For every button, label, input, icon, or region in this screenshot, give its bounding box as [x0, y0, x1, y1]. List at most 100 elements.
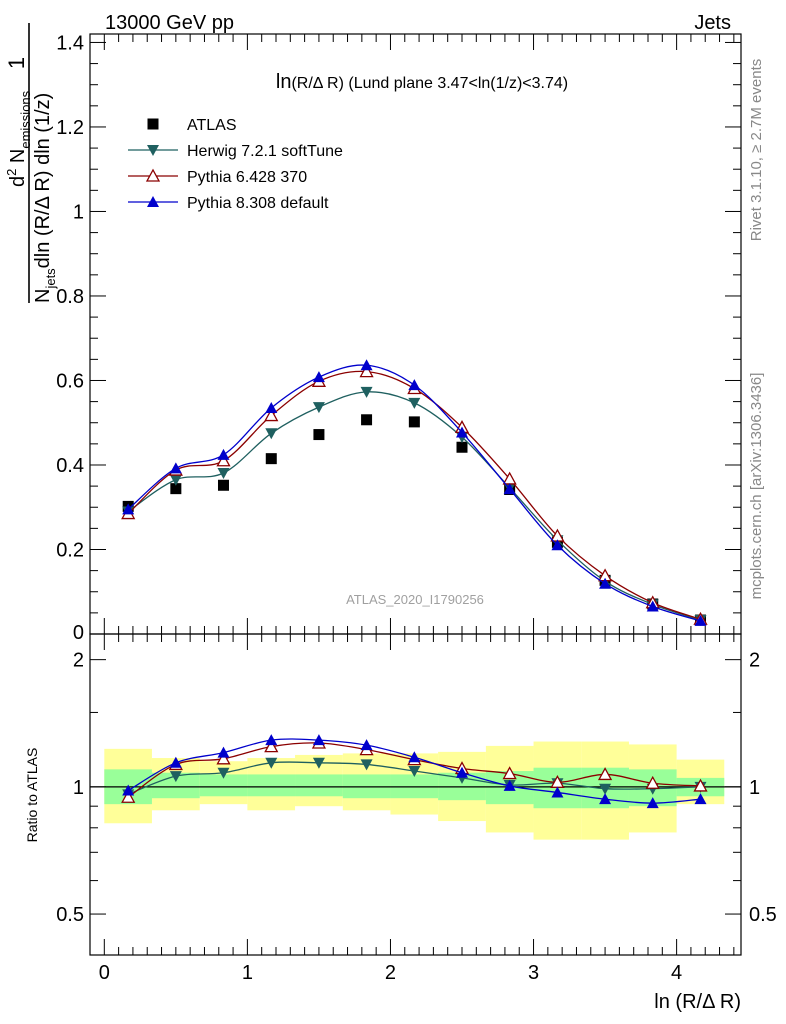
main-y-axis-label: 1 Njetsdln (R/Δ R) dln (1/z) d2 Nemissio…: [4, 23, 58, 303]
ylabel-numerator-one: 1: [4, 57, 29, 69]
ratio-point-pythia-6-428-370-11: [645, 775, 660, 789]
legend-marker-pythia-6-428-370: [145, 168, 161, 182]
series-pythia-8-308-default: [122, 359, 707, 626]
point-pythia-8-308-default-5: [360, 359, 373, 371]
x-tick-label-0: 0: [99, 962, 110, 984]
main-ytick-zero-label: 0: [73, 622, 84, 644]
point-pythia-8-308-default-11: [646, 600, 659, 612]
main-ytick-label-6: 1.4: [56, 32, 84, 54]
ratio-point-pythia-6-428-370-2: [216, 751, 231, 765]
ylabel-numerator: d2 Nemissions: [4, 90, 33, 187]
ratio-point-pythia-6-428-370-10: [597, 767, 613, 781]
ratio-point-herwig-7-2-1-softtune-10: [599, 783, 612, 795]
ratio-point-pythia-8-308-default-6: [408, 751, 421, 763]
ratio-point-pythia-8-308-default-8: [503, 779, 516, 791]
point-pythia-8-308-default-8: [503, 483, 516, 495]
legend-label-atlas: ATLAS: [187, 117, 237, 134]
point-pythia-8-308-default-10: [599, 577, 612, 589]
mcplots-label: mcplots.cern.ch [arXiv:1306.3436]: [748, 373, 765, 600]
main-title: ln(R/Δ R) (Lund plane 3.47<ln(1/z)<3.74): [276, 71, 568, 93]
ratio-ytick-label-right-1: 1: [749, 777, 760, 799]
ratio-point-herwig-7-2-1-softtune-5: [360, 759, 373, 771]
ratio-axes: 0.5 0.5 1 1 2 2 0 1 2 3 4: [56, 633, 777, 984]
point-atlas-1: [170, 483, 182, 495]
ratio-point-pythia-8-308-default-2: [217, 746, 230, 758]
legend-item-pythia-8-308-default: Pythia 8.308 default: [128, 195, 329, 212]
ratio-point-pythia-6-428-370-8: [502, 766, 517, 780]
ratio-point-pythia-8-308-default-7: [456, 766, 468, 778]
ratio-ytick-label-2: 2: [73, 650, 84, 672]
main-ytick-label-1: 0.4: [56, 455, 84, 477]
main-series-group: [121, 359, 708, 627]
ratio-ytick-label-0: 0.5: [56, 904, 84, 926]
ratio-point-herwig-7-2-1-softtune-3: [265, 757, 278, 769]
main-ytick-label-4: 1: [73, 201, 84, 223]
ratio-point-herwig-7-2-1-softtune-2: [217, 767, 230, 779]
legend-marker-atlas: [147, 118, 159, 130]
main-ytick-label-5: 1.2: [56, 117, 84, 139]
ratio-point-herwig-7-2-1-softtune-6: [408, 766, 421, 778]
ratio-point-pythia-8-308-default-9: [551, 786, 564, 798]
ratio-ytick-label-right-2: 2: [749, 650, 760, 672]
point-herwig-7-2-1-softtune-5: [360, 386, 373, 398]
point-herwig-7-2-1-softtune-1: [169, 474, 182, 486]
point-atlas-7: [456, 441, 468, 453]
ratio-ytick-label-right-0: 0.5: [749, 904, 777, 926]
point-atlas-6: [408, 416, 420, 428]
legend-label-pythia-6-428-370: Pythia 6.428 370: [187, 169, 307, 186]
point-herwig-7-2-1-softtune-6: [408, 397, 421, 409]
ratio-point-pythia-6-428-370-3: [264, 739, 279, 753]
ratio-ytick-label-1: 1: [73, 777, 84, 799]
x-axis-label: ln (R/Δ R): [654, 991, 741, 1013]
x-tick-label-2: 2: [385, 962, 396, 984]
ratio-point-pythia-8-308-default-10: [599, 793, 612, 805]
legend-marker-pythia-8-308-default: [147, 196, 159, 207]
ratio-point-pythia-8-308-default-11: [646, 797, 659, 809]
ratio-y-axis-label: Ratio to ATLAS: [24, 748, 40, 843]
point-pythia-8-308-default-7: [456, 426, 468, 438]
point-pythia-8-308-default-3: [265, 401, 278, 413]
main-ytick-label-3: 0.8: [56, 286, 84, 308]
point-atlas-3: [265, 453, 277, 465]
point-pythia-8-308-default-2: [217, 448, 230, 460]
band-inner-2: [199, 774, 248, 797]
ratio-point-pythia-8-308-default-4: [312, 734, 325, 746]
legend-label-herwig-7-2-1-softtune: Herwig 7.2.1 softTune: [187, 143, 343, 160]
band-inner-4: [295, 774, 343, 797]
point-pythia-8-308-default-9: [551, 539, 564, 551]
point-herwig-7-2-1-softtune-4: [312, 402, 325, 414]
main-ytick-label-2: 0.6: [56, 370, 84, 392]
ratio-point-pythia-8-308-default-5: [360, 739, 373, 751]
legend-marker-herwig-7-2-1-softtune: [147, 145, 159, 156]
point-herwig-7-2-1-softtune-2: [217, 468, 230, 480]
point-atlas-5: [361, 414, 373, 426]
point-pythia-8-308-default-0: [122, 503, 135, 515]
header-left: 13000 GeV pp: [105, 12, 234, 34]
rivet-label: Rivet 3.1.10, ≥ 2.7M events: [748, 59, 765, 242]
ratio-point-pythia-6-428-370-12: [693, 778, 708, 792]
legend-item-herwig-7-2-1-softtune: Herwig 7.2.1 softTune: [128, 143, 343, 160]
ratio-point-pythia-8-308-default-12: [694, 793, 707, 805]
legend-label-pythia-8-308-default: Pythia 8.308 default: [187, 195, 329, 212]
x-tick-label-3: 3: [528, 962, 539, 984]
point-pythia-8-308-default-12: [694, 614, 707, 626]
point-atlas-4: [313, 429, 325, 441]
point-pythia-8-308-default-6: [408, 379, 421, 391]
ratio-point-pythia-8-308-default-0: [122, 784, 135, 796]
point-pythia-6-428-370-2: [216, 453, 231, 467]
point-pythia-8-308-default-1: [169, 462, 182, 474]
ratio-series-group: [121, 734, 708, 809]
header-right: Jets: [694, 12, 731, 34]
x-tick-label-1: 1: [242, 962, 253, 984]
ylabel-denominator: Njetsdln (R/Δ R) dln (1/z): [32, 93, 58, 303]
point-pythia-8-308-default-4: [312, 371, 325, 383]
x-tick-label-4: 4: [671, 962, 682, 984]
point-atlas-2: [217, 479, 229, 491]
legend: ATLAS Herwig 7.2.1 softTune Pythia 6.428 3…: [128, 117, 343, 212]
legend-item-atlas: ATLAS: [147, 117, 237, 134]
ratio-point-pythia-6-428-370-0: [121, 789, 136, 803]
point-pythia-6-428-370-5: [359, 364, 374, 378]
ratio-point-herwig-7-2-1-softtune-1: [169, 771, 182, 783]
main-ytick-label-0: 0.2: [56, 539, 84, 561]
